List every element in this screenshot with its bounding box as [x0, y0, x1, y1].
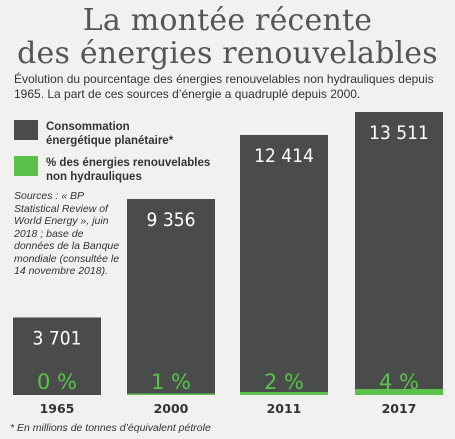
value-label-2011: 12 414 [254, 145, 314, 167]
legend-swatch-renewables [14, 156, 38, 176]
x-tick-2000: 2000 [154, 401, 189, 416]
value-label-2017: 13 511 [369, 122, 429, 144]
title-line-1: La montée récente [82, 3, 373, 38]
bar-consumption-2017 [355, 112, 443, 395]
bar-renewable-2011 [240, 392, 328, 395]
bar-consumption-2011 [240, 134, 328, 395]
bar-consumption-1965 [13, 317, 101, 395]
sources-note: Sources : « BP Statistical Review of Wor… [14, 190, 120, 277]
percent-label-1965: 0 % [37, 370, 77, 394]
title-line-2: des énergies renouvelables [17, 36, 438, 71]
chart-title: La montée récente des énergies renouvela… [0, 4, 455, 70]
chart-subtitle: Évolution du pourcentage des énergies re… [14, 72, 434, 101]
legend-swatch-consumption [14, 120, 38, 140]
x-tick-1965: 1965 [40, 401, 75, 416]
bar-renewable-2017 [355, 389, 443, 395]
value-label-2000: 9 356 [147, 209, 196, 231]
x-tick-2011: 2011 [267, 401, 302, 416]
bar-renewable-2000 [127, 393, 215, 395]
legend-renewables: % des énergies renouvelables non hydraul… [14, 156, 216, 184]
bar-consumption-2000 [127, 199, 215, 395]
legend-label-renewables: % des énergies renouvelables non hydraul… [46, 157, 211, 183]
x-tick-2017: 2017 [382, 401, 417, 416]
legend-consumption: Consommation énergétique planétaire* [14, 120, 196, 148]
footnote: * En millions de tonnes d’équivalent pét… [10, 422, 211, 434]
value-label-1965: 3 701 [33, 327, 82, 349]
percent-label-2011: 2 % [264, 370, 304, 394]
percent-label-2000: 1 % [151, 370, 191, 394]
percent-label-2017: 4 % [379, 370, 419, 394]
legend-label-consumption: Consommation énergétique planétaire* [46, 121, 174, 147]
